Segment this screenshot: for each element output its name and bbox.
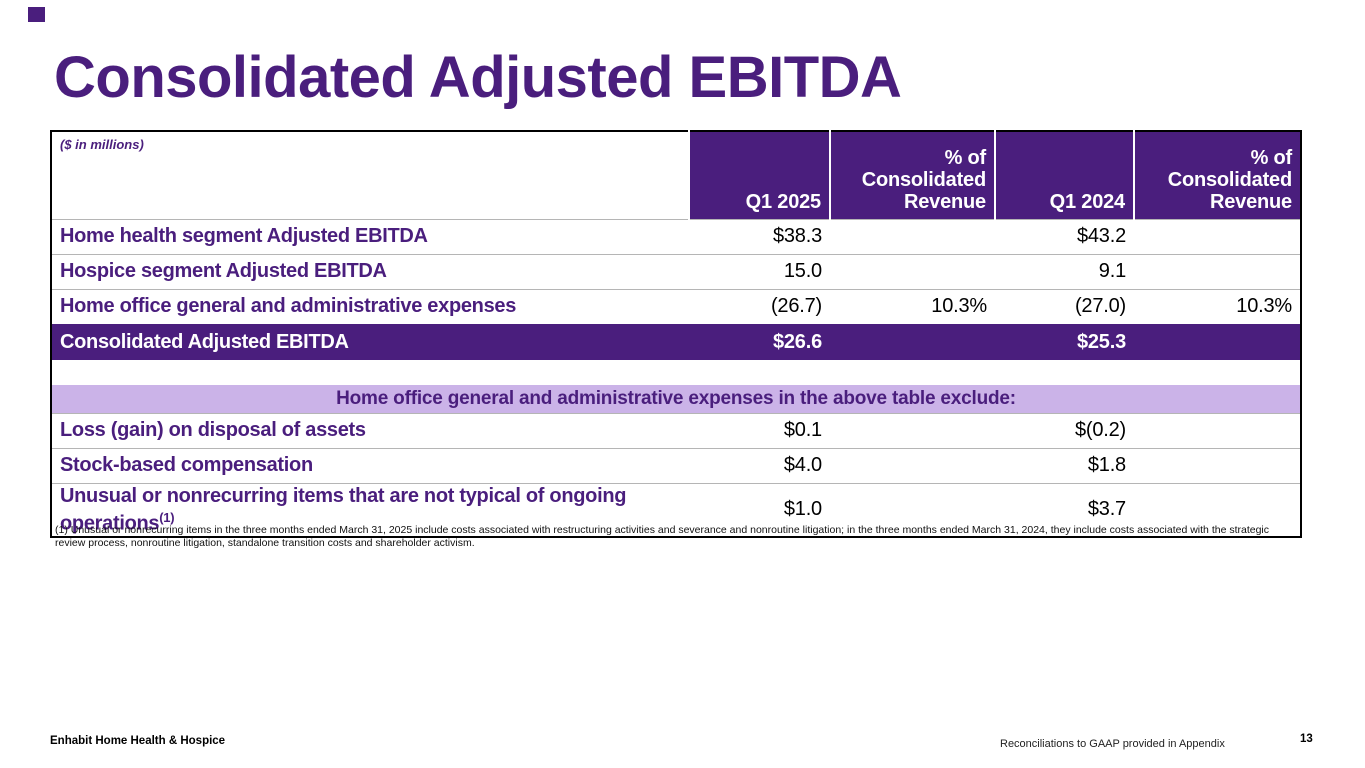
column-header-q1-2024: Q1 2024: [994, 131, 1134, 219]
row-value: $25.3: [995, 324, 1134, 360]
table-header-row: ($ in millions) Q1 2025 % of Consolidate…: [51, 131, 1301, 219]
row-value: [1134, 218, 1301, 254]
row-label: Loss (gain) on disposal of assets: [51, 412, 689, 448]
row-value: [830, 324, 995, 360]
table-row-home-office-ga: Home office general and administrative e…: [51, 288, 1301, 324]
page-title: Consolidated Adjusted EBITDA: [54, 45, 902, 110]
table-row-hospice: Hospice segment Adjusted EBITDA 15.0 9.1: [51, 253, 1301, 289]
brand-logo-mark: [28, 7, 45, 22]
table-row-loss-gain-disposal: Loss (gain) on disposal of assets $0.1 $…: [51, 412, 1301, 448]
ebitda-table: ($ in millions) Q1 2025 % of Consolidate…: [50, 130, 1302, 539]
row-value: [830, 482, 995, 538]
column-header-label: Q1 2025: [745, 190, 822, 213]
row-label: Consolidated Adjusted EBITDA: [51, 324, 689, 360]
row-value: [1134, 253, 1301, 289]
row-value: 10.3%: [830, 288, 995, 324]
table-row-unusual-items: Unusual or nonrecurring items that are n…: [51, 482, 1301, 538]
table-row-home-health: Home health segment Adjusted EBITDA $38.…: [51, 218, 1301, 254]
row-label: Stock-based compensation: [51, 447, 689, 483]
row-label: Unusual or nonrecurring items that are n…: [51, 482, 689, 538]
table-row-consolidated-total: Consolidated Adjusted EBITDA $26.6 $25.3: [51, 324, 1301, 360]
row-value: $(0.2): [995, 412, 1134, 448]
column-header-pct-revenue-2024: % of Consolidated Revenue: [1133, 131, 1301, 219]
row-label: Home health segment Adjusted EBITDA: [51, 218, 689, 254]
table-row-stock-compensation: Stock-based compensation $4.0 $1.8: [51, 447, 1301, 483]
exclusion-banner-row: Home office general and administrative e…: [51, 385, 1301, 413]
row-value: [1134, 447, 1301, 483]
spacer-row: [51, 360, 1301, 385]
row-value: 15.0: [689, 253, 830, 289]
row-value: $0.1: [689, 412, 830, 448]
footer-gaap-note: Reconciliations to GAAP provided in Appe…: [1000, 738, 1225, 750]
column-header-pct-revenue-2025: % of Consolidated Revenue: [829, 131, 995, 219]
row-value: $4.0: [689, 447, 830, 483]
row-value: $43.2: [995, 218, 1134, 254]
row-value: [830, 447, 995, 483]
units-note: ($ in millions): [51, 131, 689, 219]
page-number: 13: [1300, 733, 1313, 745]
row-label: Hospice segment Adjusted EBITDA: [51, 253, 689, 289]
row-value: $1.8: [995, 447, 1134, 483]
column-header-q1-2025: Q1 2025: [688, 131, 830, 219]
row-value: $38.3: [689, 218, 830, 254]
exclusion-banner-text: Home office general and administrative e…: [51, 385, 1301, 413]
row-value: (26.7): [689, 288, 830, 324]
row-value: [830, 412, 995, 448]
row-value: 9.1: [995, 253, 1134, 289]
row-value: [1134, 324, 1301, 360]
column-header-label: Q1 2024: [1049, 190, 1126, 213]
row-label: Home office general and administrative e…: [51, 288, 689, 324]
row-value: $3.7: [995, 482, 1134, 538]
footnote-text: (1) Unusual or nonrecurring items in the…: [55, 524, 1270, 549]
row-value: $26.6: [689, 324, 830, 360]
footer-company-name: Enhabit Home Health & Hospice: [50, 735, 226, 747]
row-value: [830, 253, 995, 289]
row-value: (27.0): [995, 288, 1134, 324]
row-value: [1134, 412, 1301, 448]
row-value: [830, 218, 995, 254]
row-value: 10.3%: [1134, 288, 1301, 324]
row-value: $1.0: [689, 482, 830, 538]
footnote-reference: (1): [159, 509, 175, 525]
row-value: [1134, 482, 1301, 538]
